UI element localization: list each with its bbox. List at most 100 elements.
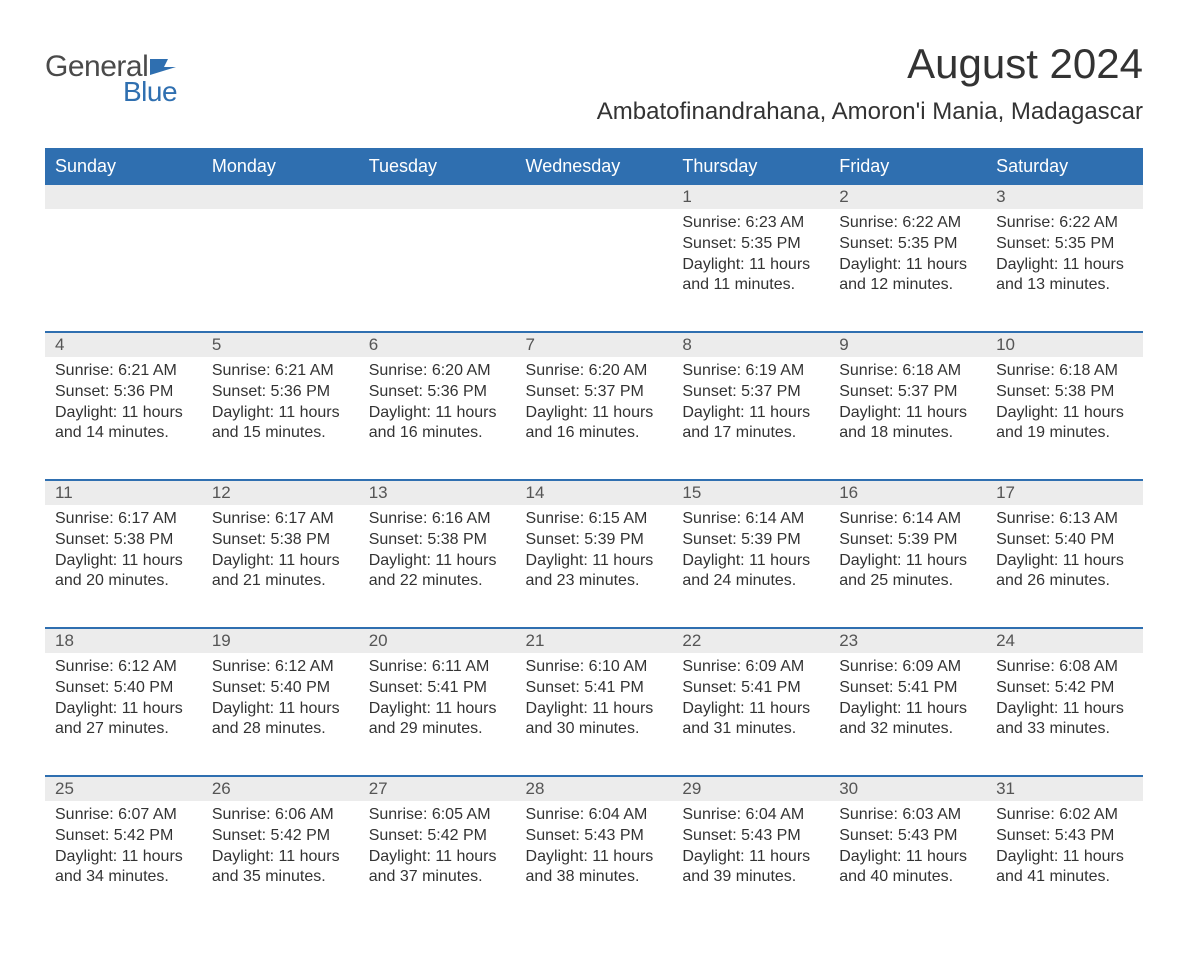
day-number: 23: [829, 628, 986, 653]
sunset-line: Sunset: 5:36 PM: [55, 382, 192, 403]
day-cell: Sunrise: 6:12 AMSunset: 5:40 PMDaylight:…: [45, 653, 202, 776]
daylight-line: Daylight: 11 hours and 21 minutes.: [212, 551, 349, 593]
day-cell: Sunrise: 6:08 AMSunset: 5:42 PMDaylight:…: [986, 653, 1143, 776]
sunrise-line: Sunrise: 6:22 AM: [839, 213, 976, 234]
sunrise-line: Sunrise: 6:11 AM: [369, 657, 506, 678]
day-cell: [516, 209, 673, 332]
daylight-line: Daylight: 11 hours and 13 minutes.: [996, 255, 1133, 297]
sunrise-line: Sunrise: 6:04 AM: [526, 805, 663, 826]
day-number: 14: [516, 480, 673, 505]
day-cell: Sunrise: 6:09 AMSunset: 5:41 PMDaylight:…: [829, 653, 986, 776]
logo: General Blue: [45, 40, 177, 108]
daylight-line: Daylight: 11 hours and 40 minutes.: [839, 847, 976, 889]
sunrise-line: Sunrise: 6:21 AM: [212, 361, 349, 382]
sunset-line: Sunset: 5:39 PM: [526, 530, 663, 551]
daylight-line: Daylight: 11 hours and 27 minutes.: [55, 699, 192, 741]
daylight-line: Daylight: 11 hours and 37 minutes.: [369, 847, 506, 889]
day-number: 2: [829, 184, 986, 209]
day-cell: Sunrise: 6:10 AMSunset: 5:41 PMDaylight:…: [516, 653, 673, 776]
day-cell: [45, 209, 202, 332]
daylight-line: Daylight: 11 hours and 14 minutes.: [55, 403, 192, 445]
day-cell: Sunrise: 6:19 AMSunset: 5:37 PMDaylight:…: [672, 357, 829, 480]
daylight-line: Daylight: 11 hours and 15 minutes.: [212, 403, 349, 445]
sunset-line: Sunset: 5:38 PM: [369, 530, 506, 551]
day-cell: Sunrise: 6:20 AMSunset: 5:37 PMDaylight:…: [516, 357, 673, 480]
sunset-line: Sunset: 5:39 PM: [682, 530, 819, 551]
day-cell: Sunrise: 6:05 AMSunset: 5:42 PMDaylight:…: [359, 801, 516, 923]
sunset-line: Sunset: 5:38 PM: [996, 382, 1133, 403]
day-number: 28: [516, 776, 673, 801]
day-cell: Sunrise: 6:07 AMSunset: 5:42 PMDaylight:…: [45, 801, 202, 923]
day-number: 30: [829, 776, 986, 801]
day-cell: Sunrise: 6:13 AMSunset: 5:40 PMDaylight:…: [986, 505, 1143, 628]
daylight-line: Daylight: 11 hours and 31 minutes.: [682, 699, 819, 741]
sunrise-line: Sunrise: 6:13 AM: [996, 509, 1133, 530]
day-number: 16: [829, 480, 986, 505]
day-cell: Sunrise: 6:02 AMSunset: 5:43 PMDaylight:…: [986, 801, 1143, 923]
sunrise-line: Sunrise: 6:18 AM: [996, 361, 1133, 382]
sunset-line: Sunset: 5:36 PM: [369, 382, 506, 403]
title-block: August 2024 Ambatofinandrahana, Amoron'i…: [597, 40, 1143, 140]
day-number: 17: [986, 480, 1143, 505]
sunrise-line: Sunrise: 6:17 AM: [55, 509, 192, 530]
sunset-line: Sunset: 5:41 PM: [839, 678, 976, 699]
sunrise-line: Sunrise: 6:18 AM: [839, 361, 976, 382]
daylight-line: Daylight: 11 hours and 30 minutes.: [526, 699, 663, 741]
daylight-line: Daylight: 11 hours and 24 minutes.: [682, 551, 819, 593]
sunset-line: Sunset: 5:35 PM: [839, 234, 976, 255]
day-number-row: 123: [45, 184, 1143, 209]
day-cell: Sunrise: 6:20 AMSunset: 5:36 PMDaylight:…: [359, 357, 516, 480]
sunrise-line: Sunrise: 6:20 AM: [369, 361, 506, 382]
day-number-row: 45678910: [45, 332, 1143, 357]
day-number-row: 18192021222324: [45, 628, 1143, 653]
day-cell: Sunrise: 6:11 AMSunset: 5:41 PMDaylight:…: [359, 653, 516, 776]
day-cell: Sunrise: 6:18 AMSunset: 5:37 PMDaylight:…: [829, 357, 986, 480]
sunrise-line: Sunrise: 6:06 AM: [212, 805, 349, 826]
sunset-line: Sunset: 5:42 PM: [55, 826, 192, 847]
sunset-line: Sunset: 5:38 PM: [55, 530, 192, 551]
day-number: 27: [359, 776, 516, 801]
day-number: 19: [202, 628, 359, 653]
daylight-line: Daylight: 11 hours and 26 minutes.: [996, 551, 1133, 593]
day-number: [359, 184, 516, 209]
day-number: 11: [45, 480, 202, 505]
day-cell: Sunrise: 6:06 AMSunset: 5:42 PMDaylight:…: [202, 801, 359, 923]
day-cell: Sunrise: 6:22 AMSunset: 5:35 PMDaylight:…: [829, 209, 986, 332]
daylight-line: Daylight: 11 hours and 22 minutes.: [369, 551, 506, 593]
sunset-line: Sunset: 5:40 PM: [55, 678, 192, 699]
day-cell: [359, 209, 516, 332]
sunset-line: Sunset: 5:43 PM: [682, 826, 819, 847]
day-number: 18: [45, 628, 202, 653]
daylight-line: Daylight: 11 hours and 38 minutes.: [526, 847, 663, 889]
sunrise-line: Sunrise: 6:19 AM: [682, 361, 819, 382]
day-number: 31: [986, 776, 1143, 801]
day-data-row: Sunrise: 6:21 AMSunset: 5:36 PMDaylight:…: [45, 357, 1143, 480]
day-cell: Sunrise: 6:14 AMSunset: 5:39 PMDaylight:…: [829, 505, 986, 628]
day-cell: [202, 209, 359, 332]
daylight-line: Daylight: 11 hours and 20 minutes.: [55, 551, 192, 593]
day-number: 24: [986, 628, 1143, 653]
sunrise-line: Sunrise: 6:20 AM: [526, 361, 663, 382]
sunrise-line: Sunrise: 6:16 AM: [369, 509, 506, 530]
sunset-line: Sunset: 5:43 PM: [996, 826, 1133, 847]
sunset-line: Sunset: 5:36 PM: [212, 382, 349, 403]
daylight-line: Daylight: 11 hours and 16 minutes.: [526, 403, 663, 445]
day-cell: Sunrise: 6:17 AMSunset: 5:38 PMDaylight:…: [202, 505, 359, 628]
daylight-line: Daylight: 11 hours and 16 minutes.: [369, 403, 506, 445]
sunset-line: Sunset: 5:40 PM: [212, 678, 349, 699]
day-cell: Sunrise: 6:21 AMSunset: 5:36 PMDaylight:…: [202, 357, 359, 480]
sunset-line: Sunset: 5:43 PM: [526, 826, 663, 847]
sunset-line: Sunset: 5:41 PM: [682, 678, 819, 699]
location: Ambatofinandrahana, Amoron'i Mania, Mada…: [597, 98, 1143, 126]
sunset-line: Sunset: 5:42 PM: [369, 826, 506, 847]
sunset-line: Sunset: 5:41 PM: [369, 678, 506, 699]
sunset-line: Sunset: 5:39 PM: [839, 530, 976, 551]
day-number: 7: [516, 332, 673, 357]
day-number: 13: [359, 480, 516, 505]
calendar-table: SundayMondayTuesdayWednesdayThursdayFrid…: [45, 148, 1143, 923]
daylight-line: Daylight: 11 hours and 32 minutes.: [839, 699, 976, 741]
weekday-header: Thursday: [672, 149, 829, 184]
day-number: 8: [672, 332, 829, 357]
sunset-line: Sunset: 5:43 PM: [839, 826, 976, 847]
day-cell: Sunrise: 6:22 AMSunset: 5:35 PMDaylight:…: [986, 209, 1143, 332]
